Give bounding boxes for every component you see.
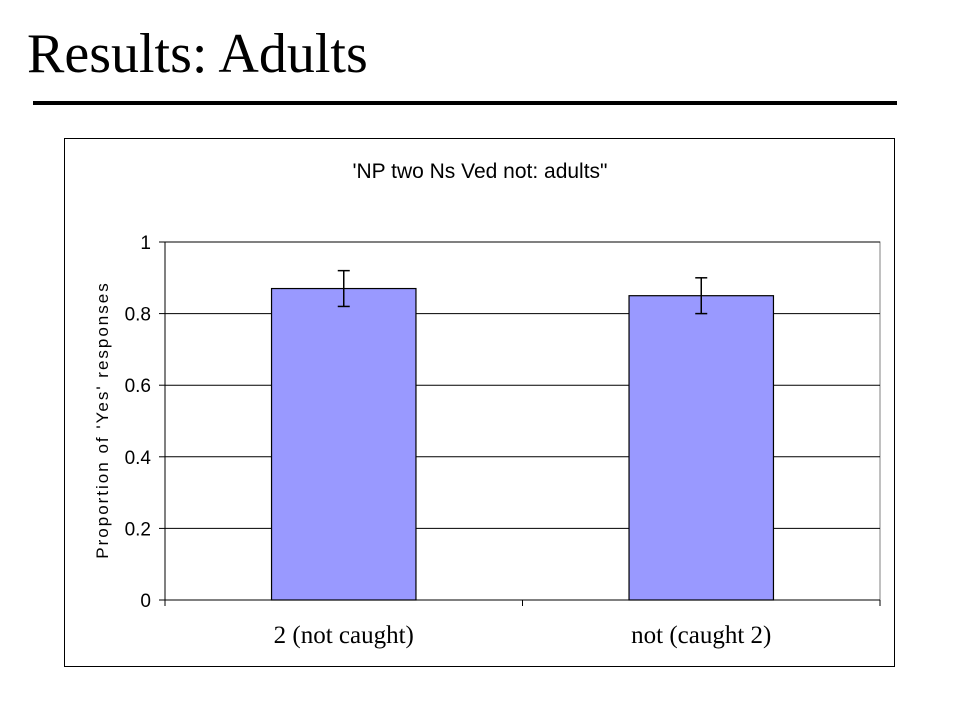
title-underline <box>33 101 897 105</box>
bar <box>628 295 775 601</box>
y-tick-label: 1 <box>140 233 151 254</box>
y-tick-label: 0.6 <box>125 376 151 397</box>
x-category-label: 2 (not caught) <box>274 622 414 649</box>
bar <box>270 287 417 601</box>
y-tick-label: 0.8 <box>125 305 151 326</box>
y-tick-label: 0.4 <box>125 448 152 469</box>
slide-title: Results: Adults <box>27 23 368 85</box>
chart-title: 'NP two Ns Ved not: adults" <box>352 160 607 183</box>
x-category-label: not (caught 2) <box>631 622 771 649</box>
y-tick-label: 0 <box>140 591 151 612</box>
y-axis-label: Proportion of 'Yes' responses <box>93 281 112 558</box>
y-tick-label: 0.2 <box>125 519 151 540</box>
